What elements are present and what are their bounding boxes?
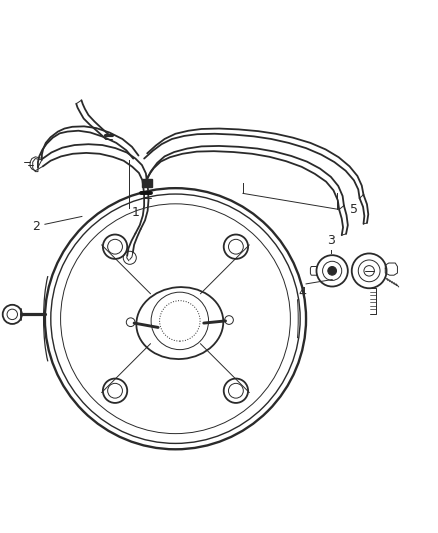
Text: 5: 5 [350,204,357,216]
Text: 1: 1 [132,206,140,219]
Text: 2: 2 [32,220,40,233]
Bar [142,179,152,187]
Text: 4: 4 [299,286,307,299]
Text: 3: 3 [327,234,335,247]
Circle shape [328,266,336,275]
